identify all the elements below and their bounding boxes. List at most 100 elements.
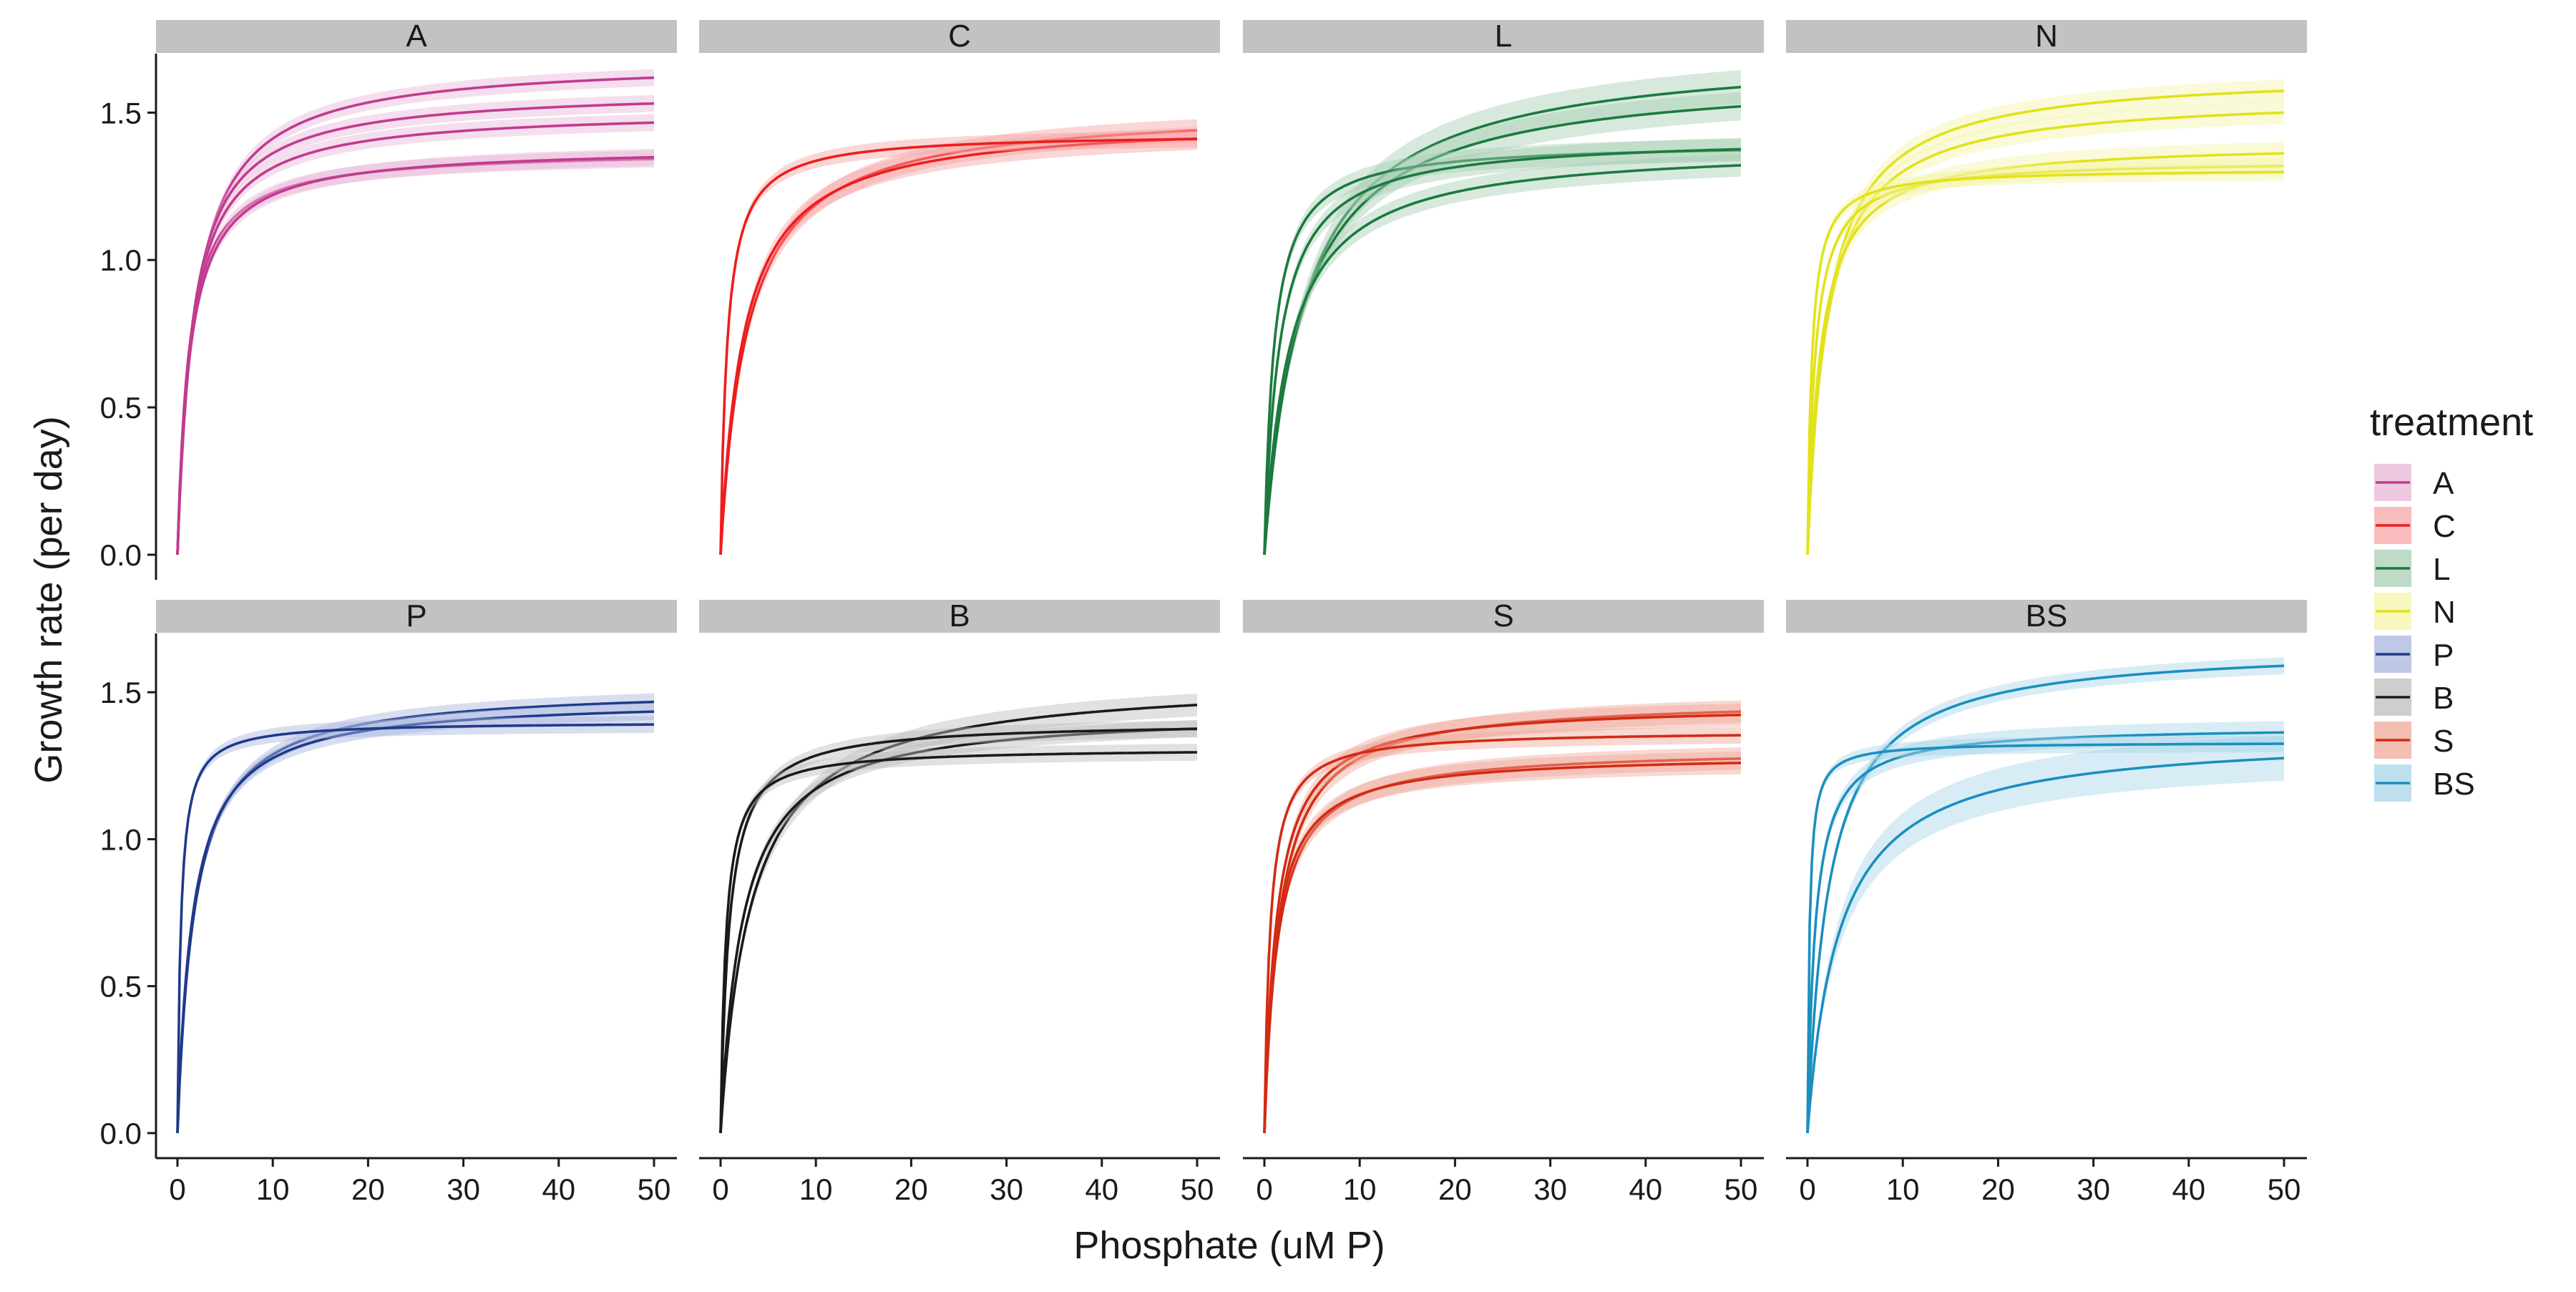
series-line [719,751,1197,1134]
series-line [1263,85,1742,555]
x-tick-label: 40 [1629,1172,1662,1206]
legend-item-label: B [2433,681,2454,716]
legend-title: treatment [2370,401,2533,444]
x-tick-label: 50 [638,1172,671,1206]
facet-strip [699,600,1220,633]
series-line [719,704,1198,1134]
panel-b: B 0 10 20 30 40 50 [699,598,1220,1206]
x-tick-label: 30 [447,1172,480,1206]
facet-strip-label: N [2035,19,2058,54]
legend-item-c: C [2374,507,2456,544]
y-tick-label: 0.5 [100,391,142,424]
confidence-ribbon [1264,137,1741,555]
confidence-ribbon [721,130,1197,555]
confidence-ribbon [177,703,654,1133]
legend-item-label: N [2433,595,2456,630]
x-tick-label: 30 [1533,1172,1567,1206]
facet-strip [699,20,1220,53]
facet-strip-label: C [948,19,971,54]
y-axis-title: Growth rate (per day) [27,416,70,783]
x-tick-label: 20 [1981,1172,2015,1206]
x-tick-label: 0 [712,1172,728,1206]
facet-strip [1786,20,2307,53]
series-line [719,727,1198,1134]
x-tick-label: 50 [2268,1172,2301,1206]
series-line [176,710,655,1134]
x-tick-label: 0 [1256,1172,1272,1206]
x-tick-label: 30 [990,1172,1023,1206]
x-tick-label: 40 [1085,1172,1118,1206]
legend-item-p: P [2374,636,2454,673]
confidence-ribbon [1807,735,2284,1133]
y-tick-label: 0.0 [100,538,142,572]
y-tick-label: 0.0 [100,1117,142,1150]
facet-strip-label: P [406,598,426,633]
y-tick-label: 1.5 [100,96,142,130]
x-axis-title: Phosphate (uM P) [1073,1224,1385,1267]
confidence-ribbon [721,119,1197,555]
panel-n: N [1786,19,2307,555]
series-line [176,155,655,555]
legend-item-s: S [2374,722,2454,759]
x-tick-label: 10 [799,1172,833,1206]
x-tick-label: 40 [2172,1172,2205,1206]
confidence-ribbon [721,720,1197,1133]
series-line [176,121,655,555]
x-tick-label: 30 [2077,1172,2110,1206]
panel-bs: BS 0 10 20 30 40 50 [1786,598,2307,1206]
series-line [719,137,1197,555]
series-line [176,102,655,555]
series-line [176,76,655,555]
confidence-ribbon [721,719,1197,1133]
x-tick-label: 40 [542,1172,575,1206]
confidence-ribbon [721,127,1197,555]
panels-layer: A 0.0 0.5 1.0 1.5 C L N P 0.0 0.5 1.0 1.5 0 10 20 30 40 50… [100,19,2307,1206]
series-line [1263,105,1742,555]
y-tick-label: 1.0 [100,822,142,856]
x-tick-label: 50 [1181,1172,1214,1206]
facet-strip [1786,600,2307,633]
confidence-ribbon [1264,752,1741,1133]
series-line [1806,742,2284,1134]
x-tick-label: 20 [1438,1172,1472,1206]
panel-p: P 0.0 0.5 1.0 1.5 0 10 20 30 40 50 [100,598,677,1206]
legend-item-a: A [2374,464,2454,501]
series-line [1806,731,2284,1134]
facet-strip-label: B [949,598,970,633]
legend-item-l: L [2374,550,2450,587]
y-tick-label: 1.5 [100,676,142,709]
series-line [1806,170,2284,555]
panel-a: A 0.0 0.5 1.0 1.5 [100,19,677,580]
x-tick-label: 20 [351,1172,385,1206]
legend-item-bs: BS [2374,764,2475,802]
facet-strip-label: S [1493,598,1513,633]
series-line [1263,734,1741,1134]
series-line [1806,664,2285,1134]
series-line [1806,89,2285,555]
confidence-ribbon [1264,727,1741,1133]
legend-item-b: B [2374,679,2454,716]
series-line [1263,713,1742,1134]
facet-strip-label: A [406,19,427,54]
x-tick-label: 50 [1724,1172,1758,1206]
series-line [1806,165,2285,555]
series-line [1263,147,1742,555]
series-line [719,727,1198,1134]
legend-item-n: N [2374,593,2456,630]
series-line [1263,757,1741,1134]
series-line [1806,111,2285,555]
series-line [1263,164,1742,555]
legend-item-label: L [2433,552,2450,587]
panel-s: S 0 10 20 30 40 50 [1243,598,1764,1206]
facet-strip [156,20,677,53]
x-tick-label: 10 [1886,1172,1920,1206]
y-tick-label: 0.5 [100,970,142,1004]
legend-item-label: BS [2433,767,2475,802]
x-tick-label: 10 [256,1172,290,1206]
legend-item-label: C [2433,509,2456,544]
facet-strip-label: BS [2026,598,2068,633]
